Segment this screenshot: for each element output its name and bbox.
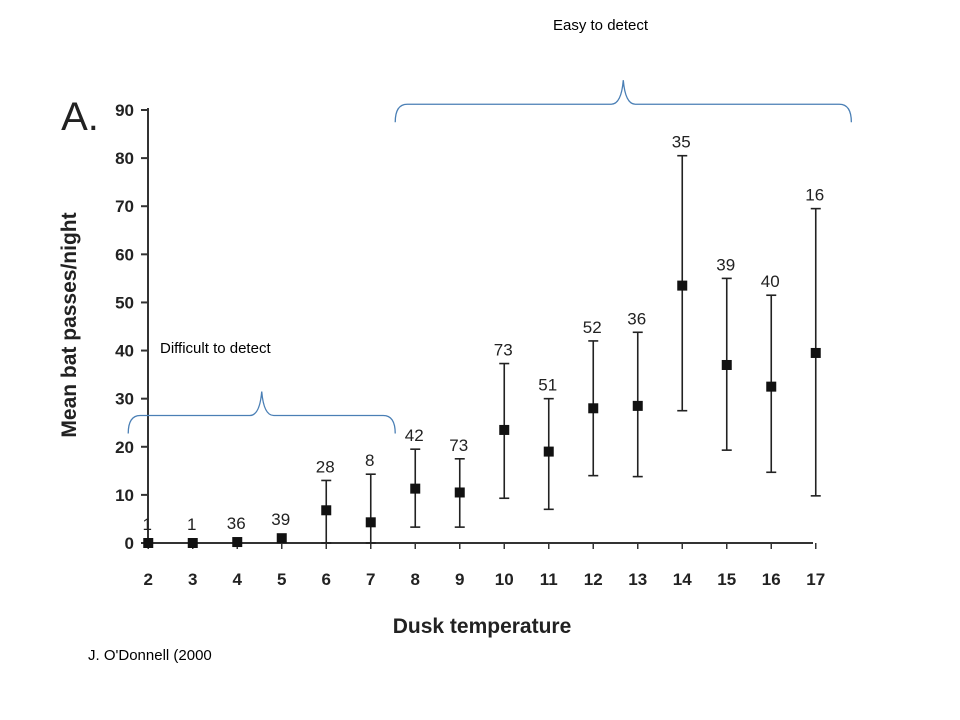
mean-marker xyxy=(187,538,198,548)
y-tick-label: 90 xyxy=(115,101,134,120)
mean-marker xyxy=(321,505,332,516)
x-tick-label: 13 xyxy=(628,570,647,589)
mean-marker xyxy=(232,537,243,548)
source-citation: J. O'Donnell (2000 xyxy=(88,647,212,664)
mean-marker xyxy=(276,533,287,544)
mean-marker xyxy=(410,483,421,494)
y-tick-label: 60 xyxy=(115,245,134,264)
mean-marker xyxy=(543,446,554,457)
y-tick-label: 50 xyxy=(115,293,134,312)
x-tick-label: 16 xyxy=(762,570,781,589)
x-tick-label: 2 xyxy=(144,570,153,589)
sample-size-label: 42 xyxy=(405,426,424,445)
x-tick-label: 10 xyxy=(495,570,514,589)
easy-bracket xyxy=(394,80,852,123)
sample-size-label: 39 xyxy=(716,255,735,274)
x-tick-label: 17 xyxy=(806,570,825,589)
sample-size-label: 36 xyxy=(227,514,246,533)
mean-marker xyxy=(721,359,732,370)
y-tick-label: 20 xyxy=(115,438,134,457)
x-tick-label: 5 xyxy=(277,570,286,589)
x-tick-label: 12 xyxy=(584,570,603,589)
y-tick-label: 0 xyxy=(125,534,134,553)
panel-label: A. xyxy=(61,95,99,139)
sample-size-label: 51 xyxy=(538,376,557,395)
x-tick-label: 3 xyxy=(188,570,197,589)
x-axis-title: Dusk temperature xyxy=(393,615,572,638)
sample-size-label: 40 xyxy=(761,272,780,291)
x-tick-label: 8 xyxy=(411,570,420,589)
mean-marker xyxy=(588,403,599,414)
sample-size-label: 36 xyxy=(627,309,646,328)
mean-marker xyxy=(454,487,465,498)
mean-marker xyxy=(365,517,376,528)
sample-size-label: 52 xyxy=(583,318,602,337)
x-tick-label: 4 xyxy=(233,570,243,589)
sample-size-label: 39 xyxy=(271,510,290,529)
x-tick-label: 6 xyxy=(322,570,331,589)
sample-size-label: 28 xyxy=(316,457,335,476)
y-axis-title: Mean bat passes/night xyxy=(58,212,81,437)
sample-size-label: 73 xyxy=(494,341,513,360)
x-tick-label: 14 xyxy=(673,570,692,589)
x-tick-label: 7 xyxy=(366,570,375,589)
x-tick-label: 15 xyxy=(717,570,736,589)
difficult-bracket xyxy=(127,391,396,434)
sample-size-label: 35 xyxy=(672,133,691,152)
sample-size-label: 1 xyxy=(143,515,152,534)
difficult-to-detect-label: Difficult to detect xyxy=(160,340,271,357)
sample-size-label: 16 xyxy=(805,186,824,205)
y-tick-label: 70 xyxy=(115,197,134,216)
mean-marker xyxy=(632,400,643,411)
y-tick-label: 10 xyxy=(115,486,134,505)
y-tick-label: 80 xyxy=(115,149,134,168)
x-tick-label: 9 xyxy=(455,570,464,589)
mean-marker xyxy=(677,280,688,291)
x-tick-label: 11 xyxy=(540,570,558,589)
sample-size-label: 8 xyxy=(365,451,374,470)
mean-marker xyxy=(766,381,777,392)
sample-size-label: 73 xyxy=(449,436,468,455)
mean-marker xyxy=(499,424,510,435)
mean-marker xyxy=(143,538,154,548)
y-tick-label: 30 xyxy=(115,390,134,409)
y-tick-label: 40 xyxy=(115,342,134,361)
mean-marker xyxy=(810,347,821,358)
easy-to-detect-label: Easy to detect xyxy=(553,17,649,34)
sample-size-label: 1 xyxy=(187,515,196,534)
